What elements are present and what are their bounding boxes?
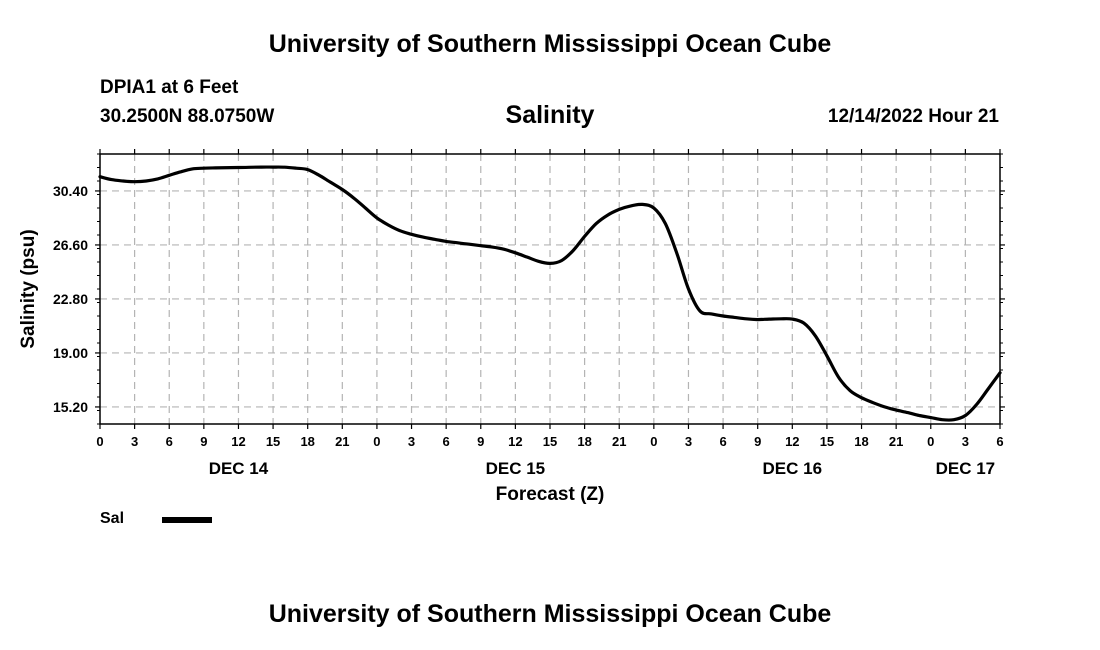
- x-tick-label: 12: [508, 434, 522, 449]
- day-label: DEC 16: [763, 459, 823, 478]
- forecast-datetime: 12/14/2022 Hour 21: [827, 106, 999, 127]
- page-title: University of Southern Mississippi Ocean…: [268, 30, 832, 58]
- x-tick-label: 12: [231, 434, 245, 449]
- y-tick-label: 22.80: [53, 291, 88, 307]
- x-tick-label: 6: [719, 434, 726, 449]
- y-tick-label: 19.00: [53, 345, 88, 361]
- x-tick-label: 3: [962, 434, 969, 449]
- chart-title: Salinity: [505, 101, 595, 129]
- x-tick-label: 9: [477, 434, 484, 449]
- x-tick-label: 3: [685, 434, 692, 449]
- x-tick-label: 21: [612, 434, 626, 449]
- x-tick-label: 3: [131, 434, 138, 449]
- x-tick-label: 9: [200, 434, 207, 449]
- x-axis-ticks: 0 3 6 9 12 15 18 21 0 3 6 9 12 15 18 21 0 3 6 9 12 15 18 21 0 3 6: [96, 149, 1004, 449]
- day-label: DEC 14: [209, 459, 269, 478]
- x-tick-label: 0: [96, 434, 103, 449]
- x-tick-label: 21: [889, 434, 903, 449]
- x-tick-label: 9: [754, 434, 761, 449]
- y-tick-label: 30.40: [53, 183, 88, 199]
- station-label: DPIA1 at 6 Feet: [100, 77, 239, 98]
- x-tick-label: 6: [443, 434, 450, 449]
- series-line-sal: [98, 165, 1002, 422]
- y-axis-label: Salinity (psu): [18, 229, 39, 348]
- grid-lines: [100, 154, 1000, 424]
- day-labels: DEC 14 DEC 15 DEC 16 DEC 17: [209, 459, 995, 478]
- day-label: DEC 15: [486, 459, 546, 478]
- y-tick-label: 26.60: [53, 237, 88, 253]
- legend-swatch: [162, 517, 212, 523]
- footer-title: University of Southern Mississippi Ocean…: [268, 600, 832, 628]
- x-axis-label: Forecast (Z): [496, 484, 605, 505]
- x-tick-label: 21: [335, 434, 349, 449]
- x-tick-label: 15: [266, 434, 280, 449]
- x-tick-label: 18: [577, 434, 591, 449]
- x-tick-label: 12: [785, 434, 799, 449]
- x-tick-label: 15: [820, 434, 834, 449]
- x-tick-label: 18: [854, 434, 868, 449]
- x-tick-label: 0: [650, 434, 657, 449]
- x-tick-label: 3: [408, 434, 415, 449]
- x-tick-label: 0: [373, 434, 380, 449]
- legend-label: Sal: [100, 510, 125, 527]
- y-tick-label: 15.20: [53, 399, 88, 415]
- y-axis-ticks: 30.40 26.60 22.80 19.00 15.20: [53, 153, 1005, 425]
- x-tick-label: 15: [543, 434, 557, 449]
- x-tick-label: 6: [166, 434, 173, 449]
- x-tick-label: 0: [927, 434, 934, 449]
- day-label: DEC 17: [936, 459, 996, 478]
- x-tick-label: 6: [996, 434, 1003, 449]
- x-tick-label: 18: [300, 434, 314, 449]
- coordinates-label: 30.2500N 88.0750W: [100, 106, 275, 127]
